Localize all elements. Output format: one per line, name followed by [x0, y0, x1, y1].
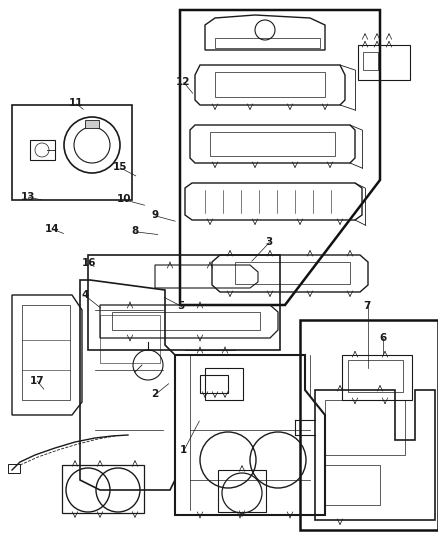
Bar — [325, 465, 380, 505]
Bar — [88, 255, 280, 350]
Bar — [342, 355, 412, 400]
Text: 1: 1 — [180, 445, 187, 455]
Bar — [22, 305, 70, 400]
Bar — [210, 132, 335, 156]
Bar — [215, 38, 320, 48]
Text: 6: 6 — [379, 333, 387, 343]
Bar — [363, 52, 378, 70]
Text: 16: 16 — [82, 258, 96, 268]
Text: 12: 12 — [176, 77, 190, 87]
Text: 8: 8 — [131, 226, 138, 236]
Bar — [235, 262, 350, 284]
Bar — [8, 464, 20, 473]
Bar — [325, 400, 405, 455]
Text: 10: 10 — [117, 194, 131, 204]
Bar — [200, 375, 228, 393]
Text: 15: 15 — [113, 162, 127, 172]
Bar — [215, 72, 325, 97]
Text: 2: 2 — [152, 389, 159, 399]
Bar — [12, 105, 132, 200]
Text: 14: 14 — [45, 224, 59, 234]
Bar — [85, 120, 99, 128]
Bar — [205, 368, 243, 400]
Bar — [358, 45, 410, 80]
Text: 13: 13 — [21, 192, 35, 202]
Bar — [218, 470, 266, 512]
Bar — [30, 140, 55, 160]
Bar — [62, 465, 144, 513]
Text: 4: 4 — [81, 290, 88, 300]
Bar — [100, 315, 160, 363]
Text: 3: 3 — [265, 237, 272, 247]
Bar — [112, 312, 260, 330]
Text: 7: 7 — [363, 301, 371, 311]
Text: 17: 17 — [30, 376, 44, 386]
Text: 5: 5 — [177, 301, 185, 311]
Text: 9: 9 — [152, 210, 159, 220]
Bar — [348, 360, 403, 392]
Text: 11: 11 — [69, 98, 83, 108]
